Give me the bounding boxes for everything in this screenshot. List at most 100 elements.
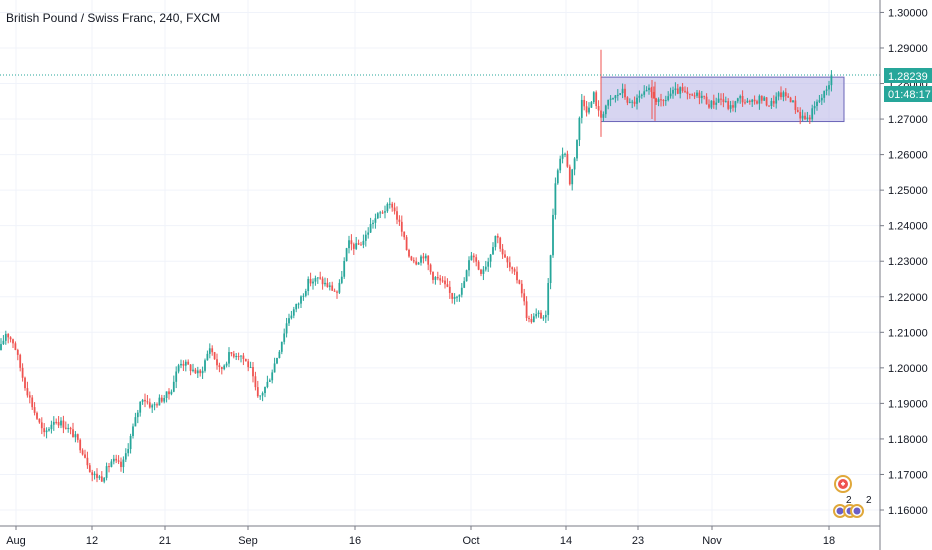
candle-body xyxy=(177,365,180,372)
candle-body xyxy=(69,427,72,430)
time-axis[interactable]: Aug 12 21 Sep 16 Oct 14 23 Nov 18 xyxy=(6,526,835,547)
candle-body xyxy=(578,117,581,141)
events-icon-group[interactable]: 2 2 xyxy=(833,475,872,518)
candle-body xyxy=(775,96,778,104)
candle-body xyxy=(91,472,94,476)
candle-body xyxy=(559,158,562,171)
time-tick-label: 16 xyxy=(349,535,361,547)
candle-body xyxy=(631,101,634,103)
candle-body xyxy=(16,349,19,355)
candle-body xyxy=(508,262,511,268)
candle-body xyxy=(504,254,506,258)
candle-body xyxy=(410,256,413,261)
candle-body xyxy=(386,204,389,212)
price-tick-label: 1.25000 xyxy=(888,185,928,197)
candle-body xyxy=(48,429,50,431)
candle-body xyxy=(360,244,362,246)
candle-body xyxy=(297,303,300,305)
candle-body xyxy=(806,117,809,120)
candle-body xyxy=(753,99,756,102)
candle-body xyxy=(595,92,598,107)
candle-body xyxy=(124,453,127,460)
candle-body xyxy=(513,269,516,272)
candle-body xyxy=(828,85,830,90)
price-axis[interactable]: 1.300001.290001.280001.270001.260001.250… xyxy=(880,7,928,517)
candle-body xyxy=(367,232,370,235)
candle-body xyxy=(242,355,245,359)
candle-body xyxy=(470,255,473,261)
candle-body xyxy=(772,100,775,104)
candle-body xyxy=(316,277,319,279)
candle-body xyxy=(2,340,5,345)
candle-body xyxy=(446,284,449,287)
time-tick-label: 14 xyxy=(560,535,572,547)
candle-body xyxy=(307,278,310,292)
candle-body xyxy=(787,96,790,98)
candle-body xyxy=(799,111,802,119)
candle-body xyxy=(180,363,182,366)
candle-body xyxy=(278,351,281,359)
candle-body xyxy=(583,99,586,107)
candle-body xyxy=(292,309,295,316)
candle-body xyxy=(693,95,696,97)
candle-body xyxy=(506,257,509,263)
candle-body xyxy=(643,91,646,95)
candle-body xyxy=(50,424,53,430)
candle-body xyxy=(633,101,636,104)
candle-body xyxy=(295,303,298,310)
candle-body xyxy=(264,387,266,394)
candle-body xyxy=(830,74,833,86)
candle-body xyxy=(686,91,689,94)
candle-body xyxy=(626,97,629,103)
time-tick-label: Sep xyxy=(238,535,258,547)
candle-body xyxy=(628,101,631,103)
candle-body xyxy=(756,101,758,104)
candle-body xyxy=(561,153,564,159)
candle-body xyxy=(249,367,252,369)
candle-body xyxy=(648,87,650,91)
candle-body xyxy=(530,318,533,323)
candle-body xyxy=(314,278,317,282)
candle-body xyxy=(31,397,34,408)
candle-body xyxy=(782,92,785,98)
candle-body xyxy=(384,211,386,213)
candle-body xyxy=(624,88,626,98)
candle-body xyxy=(348,240,350,249)
candle-body xyxy=(290,315,293,319)
candle-body xyxy=(763,97,766,101)
candle-body xyxy=(734,101,737,108)
candle-body xyxy=(14,343,17,350)
candle-body xyxy=(144,399,146,402)
candle-body xyxy=(825,89,828,91)
candle-body xyxy=(309,278,312,284)
candle-body xyxy=(456,296,458,298)
candle-body xyxy=(703,95,706,97)
candle-body xyxy=(434,277,437,280)
axes[interactable] xyxy=(0,0,881,550)
candle-body xyxy=(720,98,722,100)
candle-body xyxy=(110,461,113,467)
candle-body xyxy=(331,285,334,291)
time-tick-label: 12 xyxy=(86,535,98,547)
countdown-value: 01:48:17 xyxy=(888,89,931,101)
candle-body xyxy=(24,377,26,389)
candle-body xyxy=(57,422,60,426)
candle-body xyxy=(165,391,168,399)
candle-body xyxy=(220,366,223,370)
candle-body xyxy=(84,454,86,458)
candle-body xyxy=(52,421,55,425)
candle-body xyxy=(223,365,226,370)
uk-flag-icon-2 xyxy=(853,507,861,515)
price-tick-label: 1.17000 xyxy=(888,469,928,481)
chart-title: British Pound / Swiss Franc, 240, FXCM xyxy=(6,11,221,25)
candle-body xyxy=(352,244,355,249)
candle-body xyxy=(115,458,118,461)
candle-body xyxy=(256,387,259,397)
candle-body xyxy=(823,90,826,98)
candle-body xyxy=(304,291,307,296)
candle-body xyxy=(585,106,588,113)
candle-body xyxy=(388,203,391,205)
candle-body xyxy=(518,280,521,284)
candle-body xyxy=(652,91,655,99)
